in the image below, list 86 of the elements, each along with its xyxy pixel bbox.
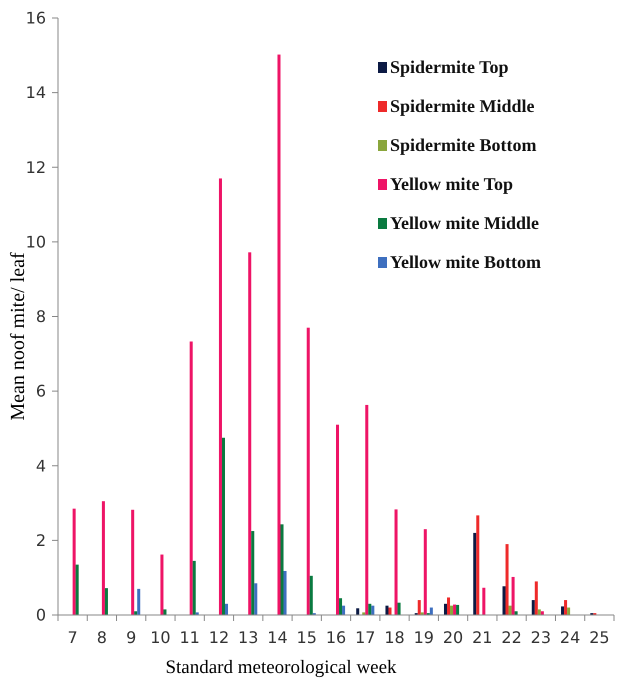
bar — [368, 604, 372, 615]
bar — [508, 606, 512, 615]
bar — [137, 588, 140, 615]
bar — [251, 531, 254, 615]
legend-label: Yellow mite Middle — [390, 213, 539, 233]
x-tick-label: 15 — [296, 628, 317, 647]
x-tick-label: 13 — [238, 628, 258, 647]
bar — [453, 604, 456, 615]
bar — [102, 501, 105, 615]
legend-label: Spidermite Top — [390, 57, 509, 77]
bar — [476, 515, 480, 615]
bar — [254, 583, 258, 615]
bar — [444, 604, 448, 615]
legend-label: Spidermite Bottom — [390, 135, 536, 155]
bar — [72, 508, 76, 615]
legend-label: Spidermite Middle — [390, 96, 535, 116]
bar — [534, 581, 538, 615]
x-tick-label: 19 — [414, 628, 434, 647]
x-tick-label: 9 — [126, 628, 136, 647]
bar — [482, 588, 486, 615]
bar — [218, 178, 222, 615]
bar — [567, 608, 570, 615]
y-tick-label: 4 — [36, 456, 46, 476]
y-tick-label: 16 — [26, 8, 46, 28]
y-tick-label: 6 — [36, 382, 46, 401]
bar — [280, 524, 284, 615]
bar — [339, 598, 342, 615]
x-tick-label: 21 — [472, 628, 492, 647]
bar — [532, 600, 535, 615]
y-tick-label: 0 — [36, 606, 46, 625]
y-tick-label: 12 — [26, 158, 46, 177]
y-tick-label: 2 — [36, 530, 46, 550]
bar — [385, 606, 388, 615]
x-tick-label: 11 — [180, 628, 200, 647]
bar — [284, 570, 287, 615]
bar — [306, 328, 310, 615]
bar — [388, 608, 392, 615]
bar — [456, 604, 460, 615]
bar — [310, 576, 313, 615]
bar — [190, 342, 193, 615]
x-tick-label: 24 — [560, 628, 580, 647]
bar — [131, 510, 134, 615]
bar — [561, 606, 564, 615]
x-axis-title: Standard meteorological week — [165, 657, 398, 678]
x-tick-label: 7 — [68, 628, 78, 647]
y-tick-label: 8 — [36, 307, 46, 326]
bar — [473, 532, 476, 615]
bar — [394, 509, 398, 615]
x-tick-label: 25 — [589, 628, 610, 647]
bar — [248, 252, 252, 615]
x-tick-label: 18 — [384, 628, 405, 647]
legend-label: Yellow mite Top — [390, 174, 514, 194]
x-tick-label: 10 — [150, 628, 171, 647]
bar — [192, 560, 196, 615]
x-tick-label: 22 — [501, 628, 522, 647]
bar — [506, 544, 509, 615]
bar — [371, 606, 374, 615]
bar — [512, 576, 515, 615]
bar — [430, 608, 433, 615]
bar — [224, 604, 228, 615]
bar — [418, 600, 421, 615]
x-tick-label: 17 — [355, 628, 376, 647]
bar — [447, 597, 450, 615]
y-tick-label: 14 — [26, 83, 46, 102]
bar — [222, 438, 225, 615]
bar — [342, 606, 346, 615]
x-tick-label: 23 — [530, 628, 552, 647]
bar — [277, 54, 280, 615]
x-tick-label: 20 — [442, 628, 464, 647]
x-tick-label: 8 — [96, 628, 107, 647]
bar — [424, 529, 427, 615]
x-tick-label: 14 — [267, 628, 288, 647]
y-axis-title: Mean noof mite/ leaf — [7, 252, 29, 421]
bar — [564, 600, 568, 615]
bar — [365, 404, 368, 615]
bar — [76, 564, 79, 615]
bar — [160, 554, 164, 615]
bar — [502, 586, 506, 615]
bar — [336, 424, 340, 615]
bar — [450, 606, 454, 615]
x-tick-label: 16 — [326, 628, 346, 647]
y-tick-label: 10 — [26, 232, 46, 252]
bar — [398, 602, 401, 615]
x-tick-label: 12 — [208, 628, 230, 647]
legend-label: Yellow mite Bottom — [390, 252, 541, 272]
bar — [104, 588, 108, 615]
